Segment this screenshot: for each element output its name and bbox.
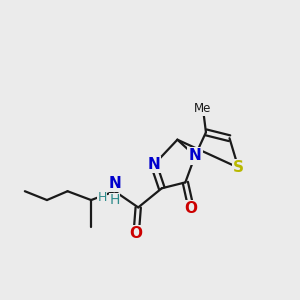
Text: H: H xyxy=(110,193,120,207)
Text: O: O xyxy=(185,201,198,216)
Text: H: H xyxy=(98,190,107,204)
Text: Me: Me xyxy=(194,102,212,115)
Text: N: N xyxy=(148,157,160,172)
Text: N: N xyxy=(189,148,201,164)
Text: S: S xyxy=(233,160,244,175)
Text: O: O xyxy=(130,226,143,242)
Text: N: N xyxy=(108,176,121,191)
